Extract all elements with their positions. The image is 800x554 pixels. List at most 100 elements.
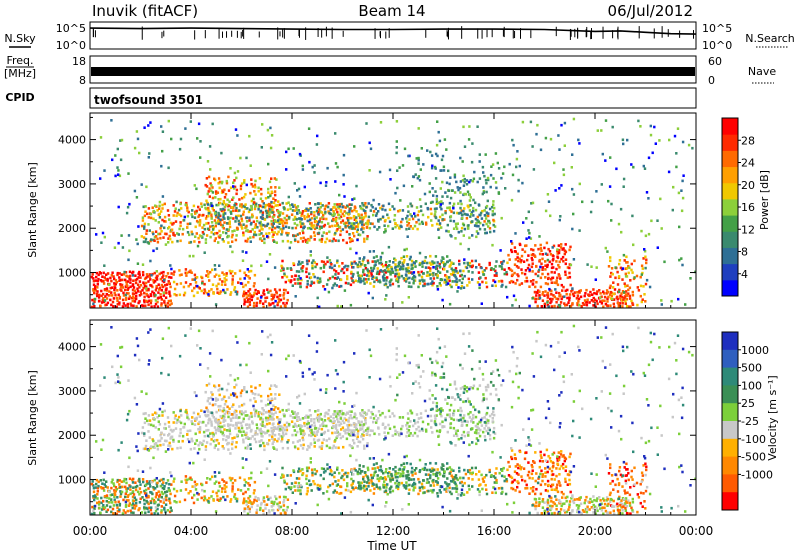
velocity-cell [235,410,238,413]
power-cell [478,283,481,286]
power-cell [114,279,118,282]
power-cell [100,289,103,293]
power-cell [590,299,593,302]
velocity-cell [159,434,162,437]
velocity-cell [166,416,170,419]
power-cell [217,213,221,216]
power-cell [357,222,360,226]
power-cell [306,213,310,216]
power-cell [376,259,380,262]
velocity-cell [265,503,269,506]
power-cell [297,209,300,212]
velocity-cell [337,413,341,417]
power-cell [293,278,296,281]
power-cell [653,125,656,129]
power-cell [155,247,159,250]
power-cell [195,276,199,279]
velocity-cell [179,489,183,492]
power-cell [471,264,474,268]
power-cell [444,274,447,277]
power-cell [175,293,178,297]
power-cell [532,168,536,171]
power-cell [205,185,209,188]
power-cell [557,134,560,137]
power-cell [338,217,341,220]
power-cell [637,289,641,292]
velocity-cell [144,447,147,451]
power-cell [116,166,119,169]
velocity-cell [309,429,312,433]
velocity-cell [364,421,367,425]
velocity-cell [353,415,356,419]
power-cell [376,270,379,274]
power-cell [511,304,514,307]
power-cell [206,203,210,206]
power-cell [261,200,264,203]
velocity-cell [145,439,148,442]
power-cell [372,250,375,253]
power-cell [431,260,434,263]
velocity-cell [91,480,94,483]
power-cell [301,168,305,171]
velocity-cell [247,496,250,500]
power-cell [505,271,508,274]
power-cell [529,280,533,283]
power-cell [548,287,551,291]
power-cell [485,211,488,214]
power-cell [336,304,339,308]
power-cell [295,208,299,212]
power-cell [231,270,234,273]
velocity-cell [297,467,301,471]
power-cell [680,189,683,192]
power-cell [555,267,558,271]
power-cell [462,184,466,187]
power-cell [99,279,103,282]
power-cell [355,184,358,188]
power-cell [263,218,267,221]
power-cell [415,221,418,224]
velocity-cell [320,447,323,450]
velocity-cell [260,439,263,442]
power-cell [556,276,559,280]
velocity-cell [242,438,245,442]
velocity-cell [365,412,368,416]
power-cell [546,291,550,295]
velocity-cell [268,510,271,514]
power-cell [376,228,379,231]
power-cell [329,212,332,216]
power-cell [253,183,257,187]
velocity-cell [202,498,206,502]
power-cell [468,281,471,284]
power-cell [616,297,619,301]
velocity-cell [194,419,197,422]
power-cell [421,260,424,264]
power-cell [555,291,558,294]
power-cell [516,278,519,282]
power-cell [311,264,314,268]
velocity-cell [120,480,123,483]
velocity-cell [160,490,163,494]
power-cell [431,224,434,227]
velocity-cell [291,410,294,413]
velocity-cell [135,504,138,508]
power-cell [227,189,231,192]
power-cell [162,280,166,284]
velocity-cell [214,444,217,447]
power-cell [233,229,236,232]
velocity-cell [242,402,246,406]
velocity-cell [225,429,229,432]
velocity-cell [142,480,145,484]
power-cell [293,238,297,241]
power-cell [297,187,301,191]
power-cell [435,273,438,276]
power-cell [459,242,462,246]
power-cell [561,295,565,299]
power-cell [285,301,288,305]
velocity-cell [275,497,278,501]
power-cell [323,207,327,211]
power-cell [495,274,498,277]
velocity-cell [219,427,222,431]
power-cell [418,251,422,255]
power-cell [278,186,281,189]
power-cell [164,220,167,223]
